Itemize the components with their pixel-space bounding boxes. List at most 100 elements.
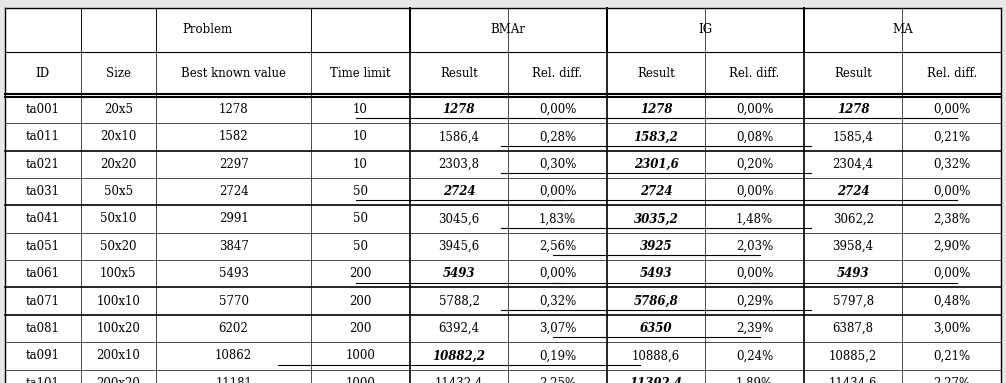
Text: 10862: 10862 <box>215 349 253 362</box>
Text: 100x5: 100x5 <box>100 267 137 280</box>
Text: 2,27%: 2,27% <box>934 377 970 383</box>
Text: 20x5: 20x5 <box>104 103 133 116</box>
Text: 200x20: 200x20 <box>97 377 140 383</box>
Text: BMAr: BMAr <box>491 23 526 36</box>
Text: ta001: ta001 <box>26 103 59 116</box>
Text: 3045,6: 3045,6 <box>439 213 480 226</box>
Text: 0,21%: 0,21% <box>934 130 970 143</box>
Text: 3,00%: 3,00% <box>933 322 971 335</box>
Text: 5797,8: 5797,8 <box>833 295 874 308</box>
Text: 5493: 5493 <box>443 267 475 280</box>
Text: 2301,6: 2301,6 <box>634 158 678 171</box>
Text: 100x10: 100x10 <box>97 295 140 308</box>
Text: 20x10: 20x10 <box>100 130 137 143</box>
Text: 0,29%: 0,29% <box>736 295 774 308</box>
Text: 6392,4: 6392,4 <box>439 322 480 335</box>
Text: 3945,6: 3945,6 <box>439 240 480 253</box>
Text: IG: IG <box>698 23 712 36</box>
Text: 0,32%: 0,32% <box>539 295 576 308</box>
Text: 10: 10 <box>353 130 368 143</box>
Text: 50x20: 50x20 <box>100 240 137 253</box>
Text: 11392,4: 11392,4 <box>630 377 682 383</box>
Text: ID: ID <box>35 67 50 80</box>
Text: Problem: Problem <box>182 23 232 36</box>
Text: 5770: 5770 <box>218 295 248 308</box>
Text: 0,32%: 0,32% <box>934 158 971 171</box>
Text: 0,48%: 0,48% <box>934 295 971 308</box>
Text: 0,00%: 0,00% <box>539 185 576 198</box>
Text: ta071: ta071 <box>26 295 59 308</box>
Text: MA: MA <box>892 23 912 36</box>
Text: 1278: 1278 <box>640 103 672 116</box>
Text: Result: Result <box>637 67 675 80</box>
Text: 1278: 1278 <box>218 103 248 116</box>
Text: Size: Size <box>106 67 131 80</box>
Text: 0,00%: 0,00% <box>539 267 576 280</box>
Text: 2,56%: 2,56% <box>539 240 576 253</box>
Text: 6387,8: 6387,8 <box>833 322 873 335</box>
Text: 0,00%: 0,00% <box>736 185 774 198</box>
Text: 5493: 5493 <box>640 267 672 280</box>
Text: 20x20: 20x20 <box>100 158 137 171</box>
Text: ta031: ta031 <box>26 185 59 198</box>
Text: 200: 200 <box>349 322 371 335</box>
Text: 6202: 6202 <box>218 322 248 335</box>
Text: 11434,6: 11434,6 <box>829 377 877 383</box>
Text: 0,08%: 0,08% <box>736 130 774 143</box>
Text: Best known value: Best known value <box>181 67 286 80</box>
Text: 10882,2: 10882,2 <box>433 349 486 362</box>
Text: 2724: 2724 <box>837 185 869 198</box>
Text: Time limit: Time limit <box>330 67 390 80</box>
Text: 2724: 2724 <box>640 185 672 198</box>
Text: 3,07%: 3,07% <box>539 322 576 335</box>
Text: 1,48%: 1,48% <box>736 213 774 226</box>
Text: Rel. diff.: Rel. diff. <box>532 67 582 80</box>
Text: 3062,2: 3062,2 <box>833 213 873 226</box>
Text: 11432,4: 11432,4 <box>435 377 483 383</box>
Text: 3958,4: 3958,4 <box>833 240 874 253</box>
Text: 0,00%: 0,00% <box>933 185 971 198</box>
Text: 50: 50 <box>353 240 368 253</box>
Text: 6350: 6350 <box>640 322 672 335</box>
Text: 200: 200 <box>349 267 371 280</box>
Text: 3847: 3847 <box>218 240 248 253</box>
Text: 2724: 2724 <box>218 185 248 198</box>
Text: 2303,8: 2303,8 <box>439 158 480 171</box>
Text: 1585,4: 1585,4 <box>833 130 873 143</box>
Text: 2,38%: 2,38% <box>934 213 970 226</box>
Text: 1582: 1582 <box>218 130 248 143</box>
Text: 50x5: 50x5 <box>104 185 133 198</box>
Text: Result: Result <box>440 67 478 80</box>
Text: 5493: 5493 <box>218 267 248 280</box>
Text: 3925: 3925 <box>640 240 672 253</box>
Text: ta011: ta011 <box>26 130 59 143</box>
Text: 0,20%: 0,20% <box>736 158 774 171</box>
Text: 1,89%: 1,89% <box>736 377 774 383</box>
Text: 11181: 11181 <box>215 377 253 383</box>
Text: 50: 50 <box>353 213 368 226</box>
Text: Result: Result <box>834 67 872 80</box>
Text: 5788,2: 5788,2 <box>439 295 480 308</box>
Text: 2,39%: 2,39% <box>736 322 774 335</box>
Text: Rel. diff.: Rel. diff. <box>729 67 780 80</box>
Text: 200: 200 <box>349 295 371 308</box>
Text: 10888,6: 10888,6 <box>632 349 680 362</box>
Text: 2,25%: 2,25% <box>539 377 576 383</box>
Text: 1,83%: 1,83% <box>539 213 576 226</box>
Text: 50: 50 <box>353 185 368 198</box>
Text: 2,90%: 2,90% <box>934 240 971 253</box>
Text: ta101: ta101 <box>26 377 59 383</box>
Text: 0,00%: 0,00% <box>736 103 774 116</box>
Text: 0,00%: 0,00% <box>933 267 971 280</box>
Text: 2991: 2991 <box>218 213 248 226</box>
Text: 50x10: 50x10 <box>100 213 137 226</box>
Text: ta041: ta041 <box>26 213 59 226</box>
Text: 0,24%: 0,24% <box>736 349 774 362</box>
Text: ta091: ta091 <box>26 349 59 362</box>
Text: 0,00%: 0,00% <box>539 103 576 116</box>
Text: 2304,4: 2304,4 <box>833 158 874 171</box>
Text: 2297: 2297 <box>218 158 248 171</box>
Text: 5493: 5493 <box>837 267 869 280</box>
Text: Rel. diff.: Rel. diff. <box>927 67 977 80</box>
Text: 5786,8: 5786,8 <box>634 295 678 308</box>
